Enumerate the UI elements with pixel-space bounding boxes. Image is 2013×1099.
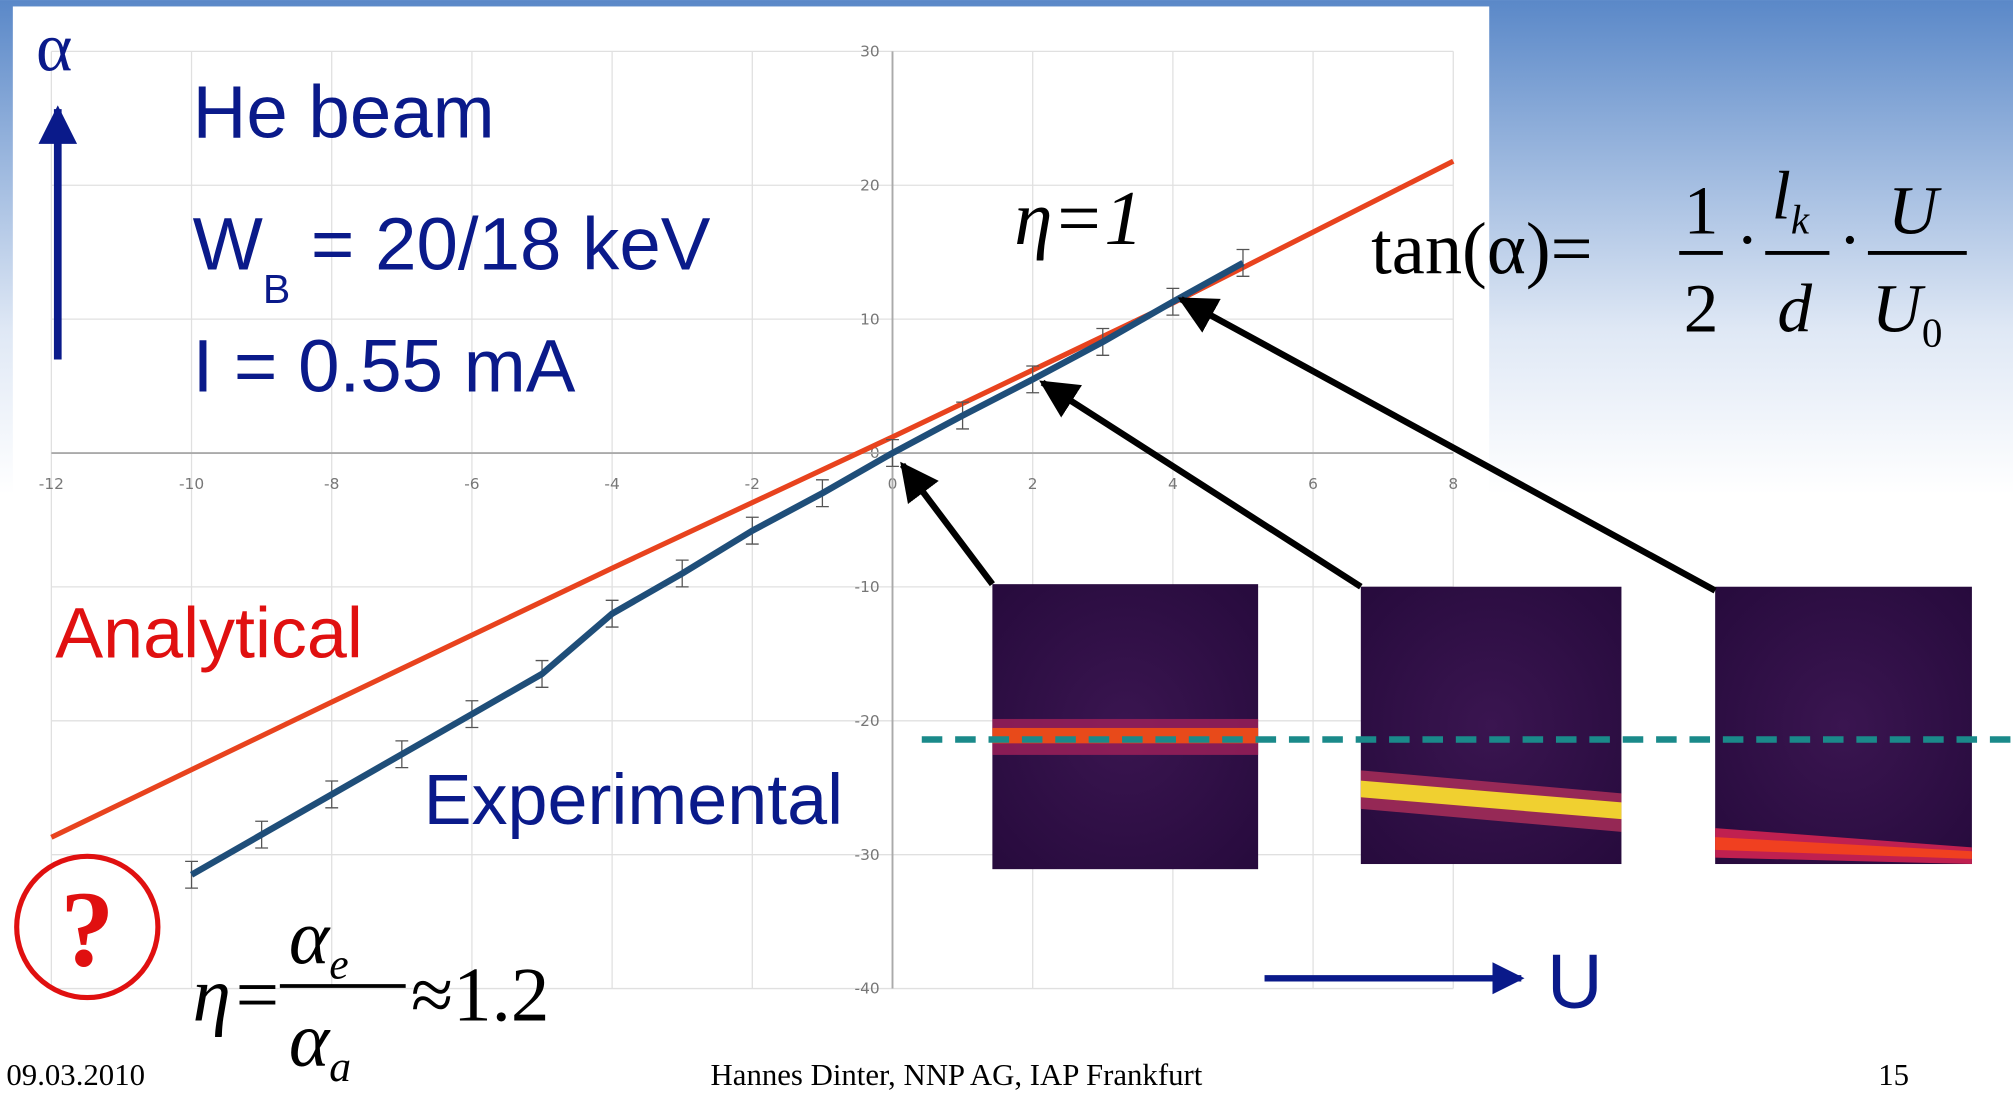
x-tick-label: 4 xyxy=(1168,475,1178,493)
y-tick-label: -10 xyxy=(855,578,880,596)
alpha-e: α xyxy=(289,894,331,980)
formula-sub: k xyxy=(1791,197,1810,243)
sub-e: e xyxy=(329,940,348,988)
sub-a: a xyxy=(329,1043,351,1091)
current-label: I = 0.55 mA xyxy=(193,325,576,408)
alpha-a: α xyxy=(289,997,331,1083)
y-tick-label: 20 xyxy=(860,176,880,194)
y-tick-label: 10 xyxy=(860,310,880,328)
eta-label: η=1 xyxy=(1014,175,1143,261)
x-tick-label: 8 xyxy=(1448,475,1458,493)
series-label: Analytical xyxy=(55,593,363,673)
footer-author: Hannes Dinter, NNP AG, IAP Frankfurt xyxy=(711,1058,1203,1092)
series-label: Experimental xyxy=(424,760,843,840)
page: -12-10-8-6-4-202468-40-30-20-100102030 α… xyxy=(0,0,2013,1099)
formula-sub: 0 xyxy=(1922,310,1943,356)
formula-lhs: tan(α)= xyxy=(1371,208,1593,290)
formula-num: U xyxy=(1888,172,1942,249)
y-tick-label: -30 xyxy=(855,846,880,864)
question-mark: ? xyxy=(60,870,114,989)
y-tick-label: -20 xyxy=(855,712,880,730)
beam-label: He beam xyxy=(193,70,495,153)
x-tick-label: -2 xyxy=(745,475,760,493)
x-tick-label: -12 xyxy=(39,475,64,493)
alpha-symbol: α xyxy=(36,9,72,86)
beam-image xyxy=(1715,587,1972,864)
x-tick-label: -4 xyxy=(604,475,619,493)
x-tick-label: -8 xyxy=(324,475,339,493)
formula-dot: · xyxy=(1838,201,1861,278)
energy-rest: = 20/18 keV xyxy=(290,203,710,286)
slide: -12-10-8-6-4-202468-40-30-20-100102030 α… xyxy=(0,0,2013,1099)
formula-dot: · xyxy=(1736,201,1759,278)
footer-date: 09.03.2010 xyxy=(6,1058,145,1092)
energy-sub: B xyxy=(263,266,290,312)
eta-rhs: ≈1.2 xyxy=(411,952,550,1038)
x-tick-label: 2 xyxy=(1028,475,1038,493)
x-tick-label: -10 xyxy=(179,475,204,493)
chart-panel xyxy=(13,6,1489,1020)
formula-num: 1 xyxy=(1684,172,1719,249)
formula-u: U xyxy=(1872,269,1926,346)
energy-main: W xyxy=(193,203,264,286)
x-tick-label: -6 xyxy=(464,475,479,493)
footer-page: 15 xyxy=(1878,1058,1909,1092)
eta-lhs: η= xyxy=(193,952,283,1038)
beam-image xyxy=(992,584,1258,869)
y-tick-label: 30 xyxy=(860,43,880,61)
formula-den: d xyxy=(1777,269,1812,346)
formula-l: l xyxy=(1772,156,1791,233)
x-tick-label: 6 xyxy=(1308,475,1318,493)
formula-den: 2 xyxy=(1684,269,1719,346)
beam-image xyxy=(1361,587,1622,864)
y-tick-label: -40 xyxy=(855,980,880,998)
u-label: U xyxy=(1547,939,1603,1025)
